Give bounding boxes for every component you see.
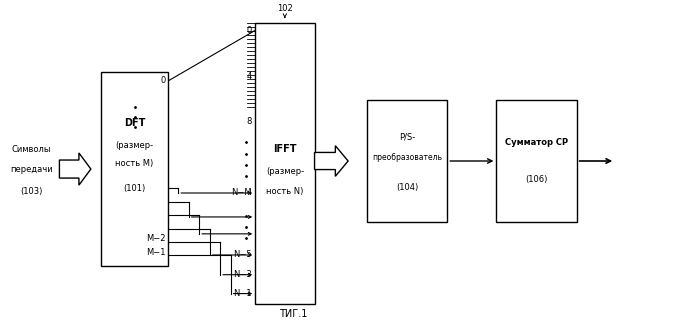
Bar — [496, 100, 577, 222]
Text: M−2: M−2 — [146, 234, 166, 243]
Text: (размер-: (размер- — [266, 167, 304, 176]
Text: (104): (104) — [396, 184, 418, 193]
Text: (106): (106) — [525, 175, 548, 184]
Text: DFT: DFT — [124, 118, 145, 128]
Text: N−5: N−5 — [233, 251, 252, 260]
Text: Символы: Символы — [12, 145, 51, 154]
Polygon shape — [59, 153, 91, 185]
Text: P/S-: P/S- — [399, 132, 415, 141]
Polygon shape — [315, 146, 348, 176]
Text: преобразователь: преобразователь — [372, 153, 442, 162]
Text: 102: 102 — [277, 4, 293, 13]
Text: ΤИГ.1: ΤИГ.1 — [280, 309, 308, 319]
Text: IFFT: IFFT — [273, 144, 296, 154]
Text: 0: 0 — [160, 76, 166, 85]
Text: (размер-: (размер- — [115, 141, 154, 150]
Bar — [367, 100, 447, 222]
Text: передачи: передачи — [10, 165, 52, 174]
Text: Сумматор CP: Сумматор CP — [505, 138, 568, 147]
Text: (101): (101) — [124, 184, 145, 193]
Text: M−1: M−1 — [146, 248, 166, 257]
Text: (103): (103) — [20, 187, 43, 196]
Text: N−3: N−3 — [233, 270, 252, 279]
Text: N−1: N−1 — [233, 289, 252, 298]
Text: 4: 4 — [246, 72, 252, 81]
Bar — [255, 23, 315, 304]
Text: ность M): ность M) — [115, 159, 154, 168]
Text: N−M: N−M — [231, 188, 252, 197]
Text: 8: 8 — [246, 117, 252, 126]
Text: 0: 0 — [246, 26, 252, 35]
Bar — [101, 72, 168, 266]
Text: ность N): ность N) — [266, 187, 303, 196]
